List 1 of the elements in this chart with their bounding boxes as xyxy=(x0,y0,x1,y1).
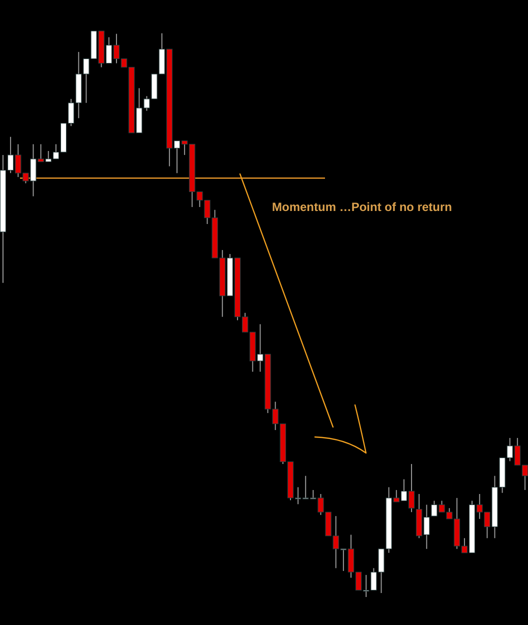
annotation: Momentum …Point of no return xyxy=(272,200,452,214)
